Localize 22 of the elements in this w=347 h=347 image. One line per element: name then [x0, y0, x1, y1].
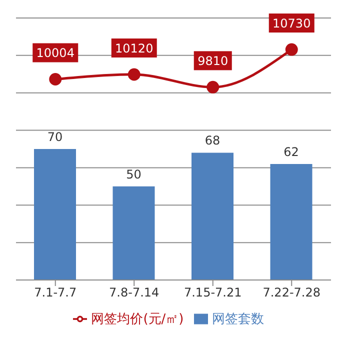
point [128, 68, 140, 81]
data-label: 62 [284, 144, 299, 159]
point [206, 80, 220, 94]
data-label: 9810 [198, 54, 228, 68]
bar [112, 186, 155, 280]
data-label: 10120 [115, 41, 154, 56]
legend-label: 网签套数 [212, 312, 264, 327]
x-tick-label: 7.15-7.21 [184, 286, 242, 300]
bar [270, 164, 312, 280]
x-tick-label: 7.8-7.14 [109, 286, 160, 300]
x-tick-label: 7.22-7.28 [262, 286, 321, 300]
data-label: 10730 [272, 16, 311, 31]
point [49, 72, 62, 86]
data-label: 10004 [36, 46, 74, 60]
x-tick-label: 7.1-7.7 [34, 286, 77, 300]
bar [34, 149, 76, 280]
data-label: 70 [47, 130, 63, 144]
bar [192, 152, 234, 280]
data-label: 68 [204, 134, 220, 148]
legend-label: 网签均价(元/㎡) [91, 312, 184, 327]
point [285, 43, 298, 56]
data-label: 50 [126, 167, 142, 182]
